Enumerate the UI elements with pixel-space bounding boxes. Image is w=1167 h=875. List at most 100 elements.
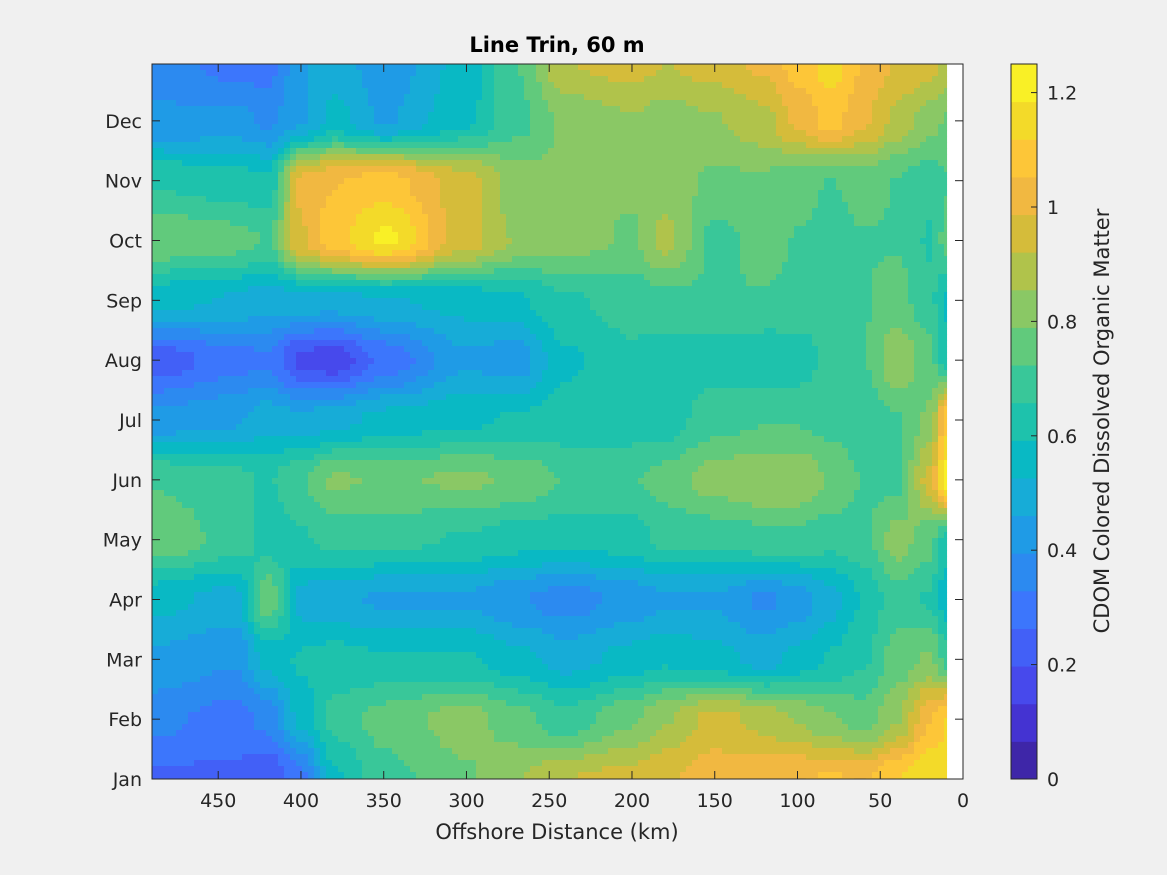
heatmap-cell [572,160,579,167]
heatmap-cell [716,76,723,83]
heatmap-cell [158,238,165,245]
heatmap-cell [692,190,699,197]
heatmap-cell [602,172,609,179]
heatmap-cell [746,124,753,131]
heatmap-cell [326,286,333,293]
heatmap-cell [422,220,429,227]
heatmap-cell [518,148,525,155]
heatmap-cell [260,124,267,131]
heatmap-cell [152,166,159,173]
heatmap-cell [338,274,345,281]
heatmap-cell [914,280,921,287]
heatmap-cell [224,202,231,209]
heatmap-cell [620,142,627,149]
heatmap-cell [476,70,483,77]
heatmap-cell [224,274,231,281]
heatmap-cell [770,238,777,245]
heatmap-cell [530,64,537,71]
heatmap-cell [368,238,375,245]
heatmap-cell [644,64,651,71]
heatmap-cell [578,256,585,263]
heatmap-cell [374,280,381,287]
heatmap-cell [602,250,609,257]
heatmap-cell [152,202,159,209]
heatmap-cell [944,100,948,107]
heatmap-cell [662,160,669,167]
heatmap-cell [656,256,663,263]
heatmap-cell [248,172,255,179]
heatmap-cell [770,64,777,71]
heatmap-cell [710,202,717,209]
heatmap-cell [530,112,537,119]
heatmap-cell [302,130,309,137]
heatmap-cell [356,280,363,287]
heatmap-cell [356,142,363,149]
heatmap-cell [332,178,339,185]
heatmap-cell [884,148,891,155]
heatmap-cell [932,100,939,107]
heatmap-cell [902,232,909,239]
heatmap-cell [896,166,903,173]
heatmap-cell [428,160,435,167]
heatmap-cell [296,64,303,71]
heatmap-cell [326,226,333,233]
heatmap-cell [188,106,195,113]
heatmap-cell [350,166,357,173]
heatmap-cell [368,124,375,131]
heatmap-cell [806,184,813,191]
heatmap-cell [590,286,597,293]
heatmap-cell [314,70,321,77]
heatmap-cell [608,130,615,137]
heatmap-cell [368,64,375,71]
heatmap-cell [722,142,729,149]
heatmap-cell [158,166,165,173]
heatmap-cell [470,76,477,83]
heatmap-cell [716,262,723,269]
heatmap-cell [368,154,375,161]
heatmap-cell [158,88,165,95]
heatmap-cell [890,202,897,209]
heatmap-cell [812,64,819,71]
heatmap-cell [230,82,237,89]
heatmap-cell [278,124,285,131]
heatmap-cell [776,256,783,263]
heatmap-cell [338,118,345,125]
heatmap-cell [620,256,627,263]
heatmap-cell [536,160,543,167]
heatmap-cell [500,196,507,203]
heatmap-cell [698,250,705,257]
heatmap-cell [746,256,753,263]
heatmap-cell [224,238,231,245]
heatmap-cell [926,94,933,101]
heatmap-cell [722,226,729,233]
heatmap-cell [608,118,615,125]
heatmap-cell [308,268,315,275]
heatmap-cell [476,136,483,143]
heatmap-cell [464,106,471,113]
heatmap-cell [164,190,171,197]
heatmap-cell [746,64,753,71]
heatmap-cell [332,142,339,149]
heatmap-cell [314,148,321,155]
heatmap-cell [680,220,687,227]
heatmap-cell [380,262,387,269]
heatmap-cell [662,250,669,257]
heatmap-cell [164,106,171,113]
heatmap-cell [308,148,315,155]
heatmap-cell [398,274,405,281]
heatmap-cell [674,256,681,263]
heatmap-cell [422,184,429,191]
heatmap-cell [194,232,201,239]
heatmap-cell [266,76,273,83]
heatmap-cell [152,70,159,77]
heatmap-cell [746,172,753,179]
heatmap-cell [644,226,651,233]
heatmap-cell [602,160,609,167]
heatmap-cell [608,232,615,239]
heatmap-cell [290,286,297,293]
heatmap-cell [182,70,189,77]
heatmap-cell [332,196,339,203]
heatmap-cell [932,244,939,251]
heatmap-cell [908,256,915,263]
heatmap-cell [548,106,555,113]
